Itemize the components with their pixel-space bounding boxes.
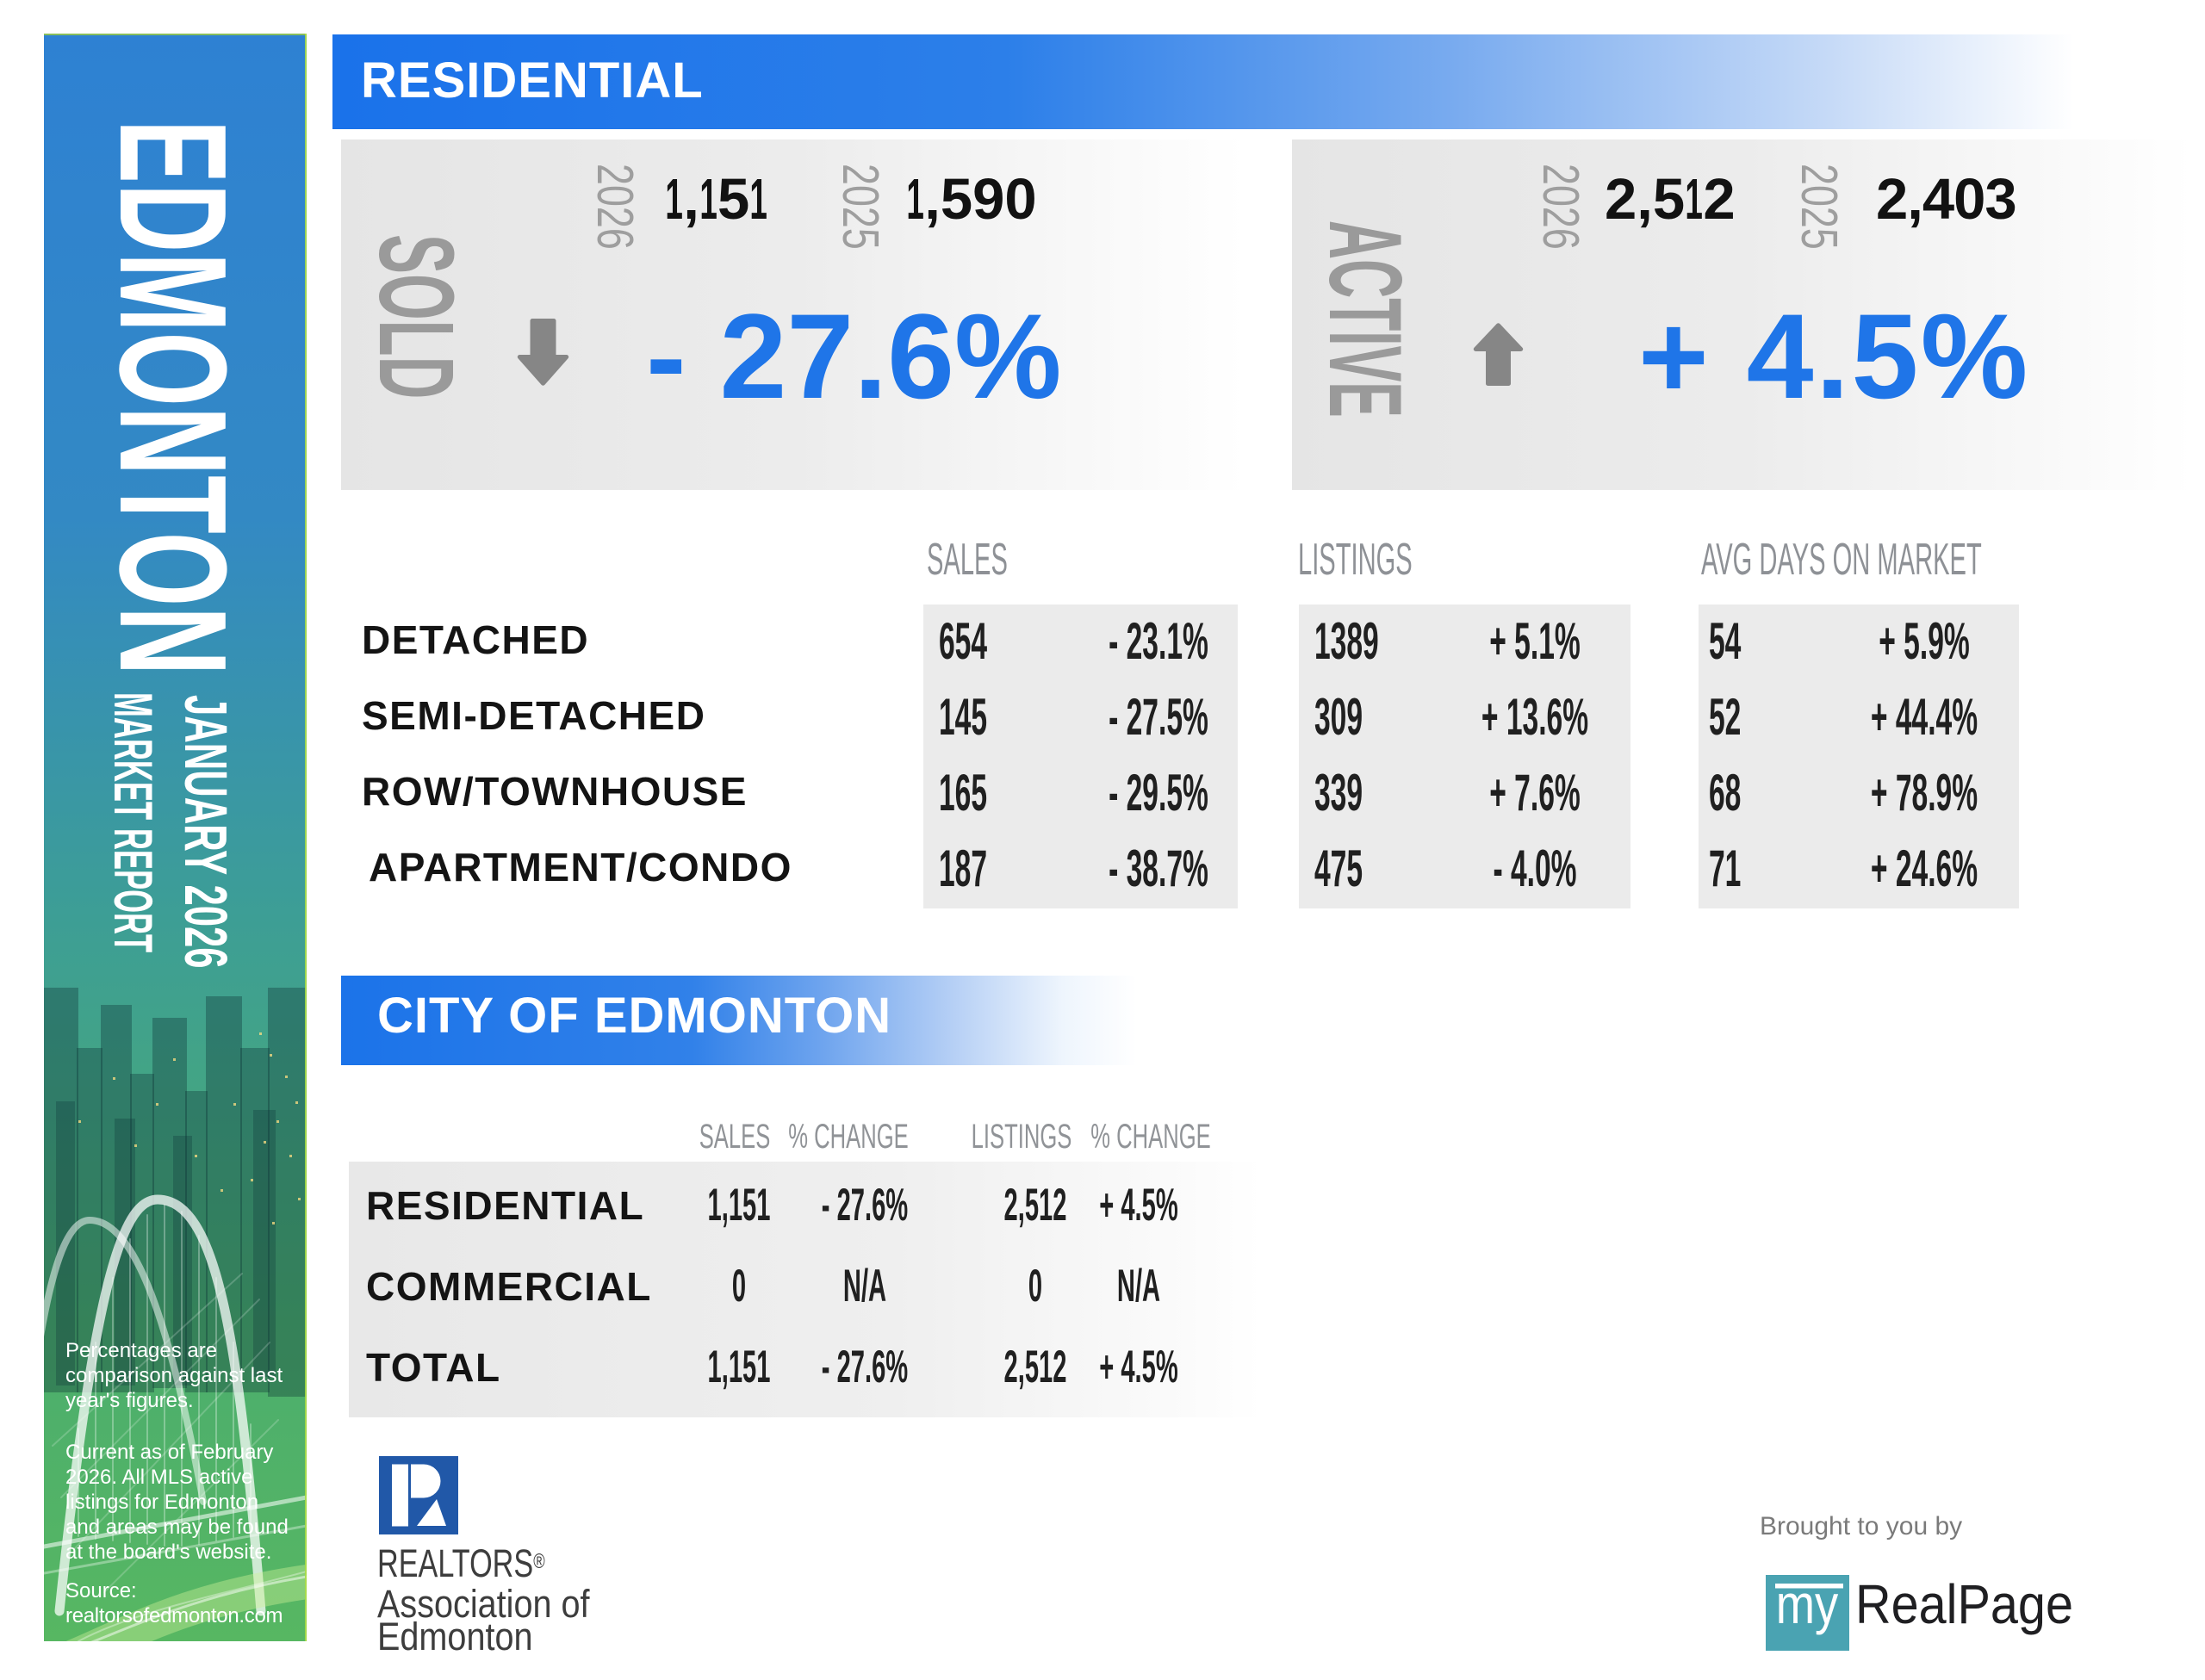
svg-text:my: my [1776, 1575, 1839, 1635]
